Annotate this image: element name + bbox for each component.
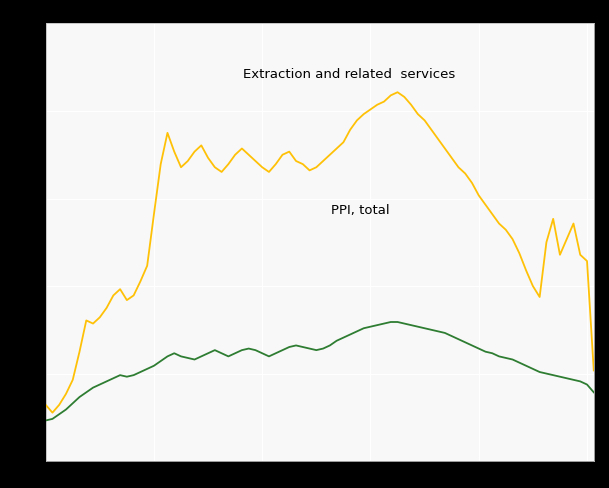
Text: PPI, total: PPI, total [331, 203, 389, 217]
Text: Extraction and related  services: Extraction and related services [243, 68, 456, 81]
